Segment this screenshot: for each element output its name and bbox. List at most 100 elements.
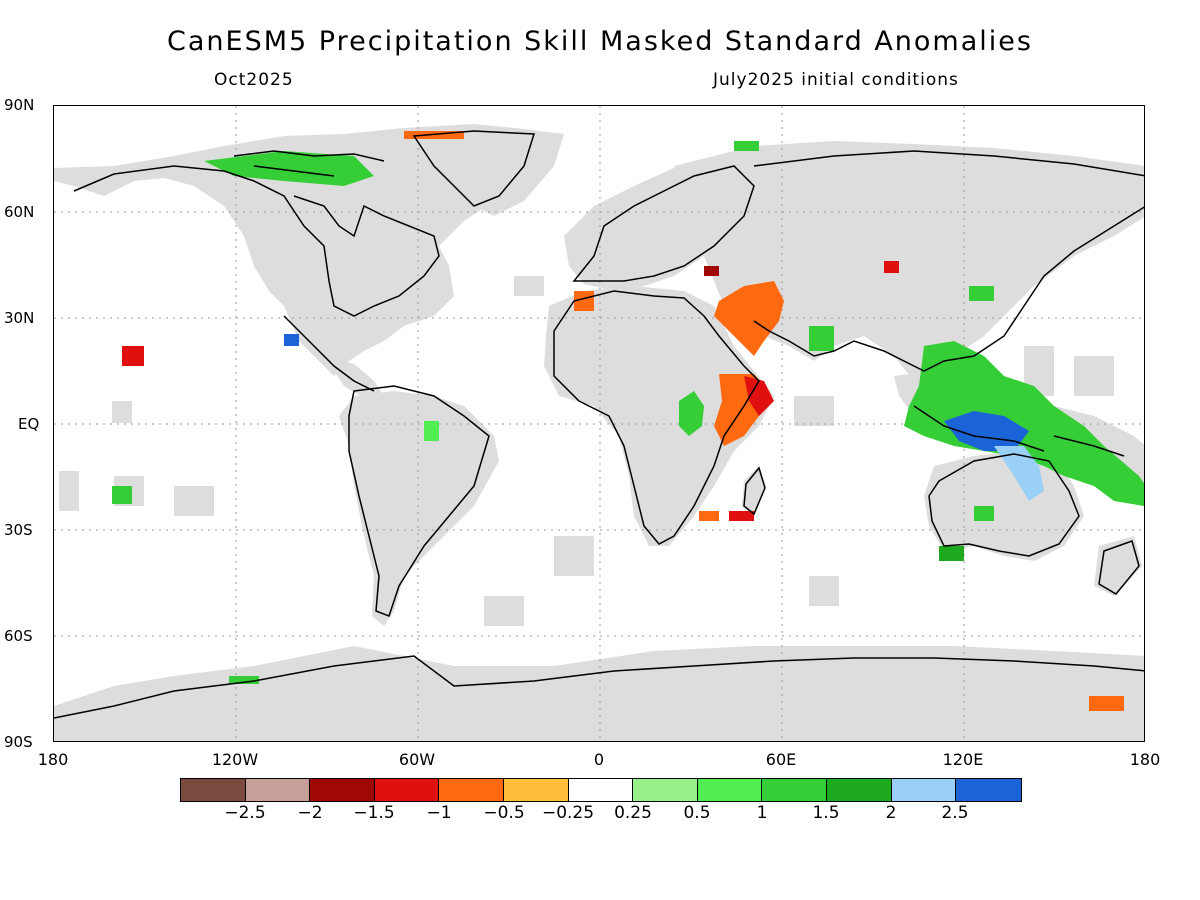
color-cell: [310, 779, 375, 801]
positive-anomaly-brazil: [424, 421, 439, 441]
forecast-month: Oct2025: [214, 70, 294, 90]
negative-anomaly-south-africa: [699, 511, 719, 521]
colorbar-tick-label: −2.5: [224, 803, 266, 823]
colorbar-tick-label: 0.25: [614, 803, 652, 823]
lon-label-180e: 180: [1129, 750, 1161, 769]
masked-ocean-box: [809, 576, 839, 606]
colorbar-tick-label: −0.5: [483, 803, 525, 823]
coastline-new-zealand: [1098, 540, 1140, 595]
coastline-antarctica: [54, 655, 1144, 719]
strong-negative-east-africa: [744, 376, 774, 416]
coastline-south-america: [348, 385, 490, 617]
coastline-europe: [572, 165, 755, 282]
strong-positive-anomaly-indonesia: [944, 411, 1029, 451]
positive-anomaly-australia-north: [974, 506, 994, 521]
positive-anomaly-maritime-continent: [904, 341, 1144, 506]
positive-anomaly-arctic-canada: [204, 151, 374, 186]
colorbar-tick-label: −1.5: [353, 803, 395, 823]
positive-anomaly-australia-west: [939, 546, 964, 561]
world-map: [54, 106, 1144, 741]
light-blue-anomaly-indonesia: [994, 446, 1044, 501]
masked-ocean-box: [794, 396, 834, 426]
coastline-greenland: [412, 130, 536, 207]
color-cell: [762, 779, 827, 801]
color-cell: [891, 779, 957, 801]
colorbar-tick-label: −1: [426, 803, 452, 823]
positive-anomaly-mexico: [284, 334, 299, 346]
masked-ocean-box: [174, 486, 214, 516]
negative-anomaly-middle-east: [714, 281, 784, 356]
masked-ocean-box: [484, 596, 524, 626]
lon-label-60w: 60W: [398, 750, 436, 769]
lon-label-180w: 180: [37, 750, 69, 769]
positive-anomaly-central-africa: [679, 391, 704, 436]
masked-ocean-box: [554, 536, 594, 576]
coastline-asia: [753, 150, 1144, 372]
colorbar-tick-label: 2: [885, 803, 897, 823]
color-cell: [956, 779, 1021, 801]
colorbar-tick-label: 1: [756, 803, 768, 823]
lat-label-30n: 30N: [4, 309, 35, 327]
positive-anomaly-china-south: [969, 286, 994, 301]
colorbar-tick-label: −0.25: [541, 803, 595, 823]
colorbar-tick-label: 0.5: [683, 803, 711, 823]
coastline-africa: [553, 290, 760, 545]
negative-anomaly-madagascar: [729, 511, 754, 521]
color-cell: [503, 779, 569, 801]
antarctica-land: [54, 646, 1144, 741]
lat-label-90s: 90S: [4, 733, 33, 751]
positive-anomaly-siberia: [734, 141, 759, 151]
masked-ocean-box: [59, 471, 79, 511]
lat-label-eq: EQ: [18, 415, 40, 433]
initial-conditions: July2025 initial conditions: [713, 70, 959, 90]
lon-label-120w: 120W: [211, 750, 259, 769]
positive-anomaly-india: [809, 326, 834, 351]
color-cell: [439, 779, 504, 801]
coastline-north-america: [73, 165, 440, 317]
positive-anomaly-antarctica: [229, 676, 259, 684]
south-america-land: [339, 391, 499, 626]
coastline-indonesia: [913, 405, 1125, 457]
north-america-land: [54, 124, 554, 376]
coastline-arctic-islands: [233, 150, 385, 177]
negative-anomaly-west-africa: [574, 291, 594, 311]
color-cell: [181, 779, 246, 801]
negative-anomaly-hawaii: [122, 346, 144, 366]
color-cell: [374, 779, 440, 801]
coastlines: [54, 130, 1144, 719]
coastline-madagascar: [743, 466, 766, 516]
madagascar-land: [742, 466, 766, 516]
coastline-australia: [928, 453, 1080, 557]
masked-ocean-box: [112, 401, 132, 423]
color-cell: [633, 779, 698, 801]
lat-label-60n: 60N: [4, 203, 35, 221]
positive-anomaly-pacific: [112, 486, 132, 504]
masked-ocean-box: [514, 276, 544, 296]
africa-land: [544, 286, 774, 546]
color-cell: [245, 779, 311, 801]
color-cell: [826, 779, 892, 801]
greenland-land: [394, 126, 564, 216]
negative-anomaly-nz: [1089, 696, 1124, 711]
color-cell: [697, 779, 763, 801]
coastline-central-america: [283, 315, 375, 392]
negative-anomaly-turkey: [704, 266, 719, 276]
lat-label-30s: 30S: [4, 521, 33, 539]
gridlines: [54, 106, 1144, 741]
lon-label-120e: 120E: [942, 750, 984, 769]
central-america-land: [324, 356, 384, 398]
map-title: CanESM5 Precipitation Skill Masked Stand…: [167, 26, 1033, 57]
negative-anomaly-china: [884, 261, 899, 273]
color-cell: [568, 779, 634, 801]
colorbar-tick-label: −2: [297, 803, 323, 823]
masked-ocean-box: [1074, 356, 1114, 396]
color-scale-bar: [180, 778, 1022, 802]
lat-label-90n: 90N: [4, 96, 35, 114]
lat-label-60s: 60S: [4, 627, 33, 645]
anomaly-patches: [112, 131, 1144, 711]
colorbar-tick-label: 2.5: [941, 803, 969, 823]
lon-label-0: 0: [593, 750, 605, 769]
asia-land: [674, 141, 1144, 381]
map-frame: [53, 105, 1145, 742]
lon-label-60e: 60E: [765, 750, 797, 769]
